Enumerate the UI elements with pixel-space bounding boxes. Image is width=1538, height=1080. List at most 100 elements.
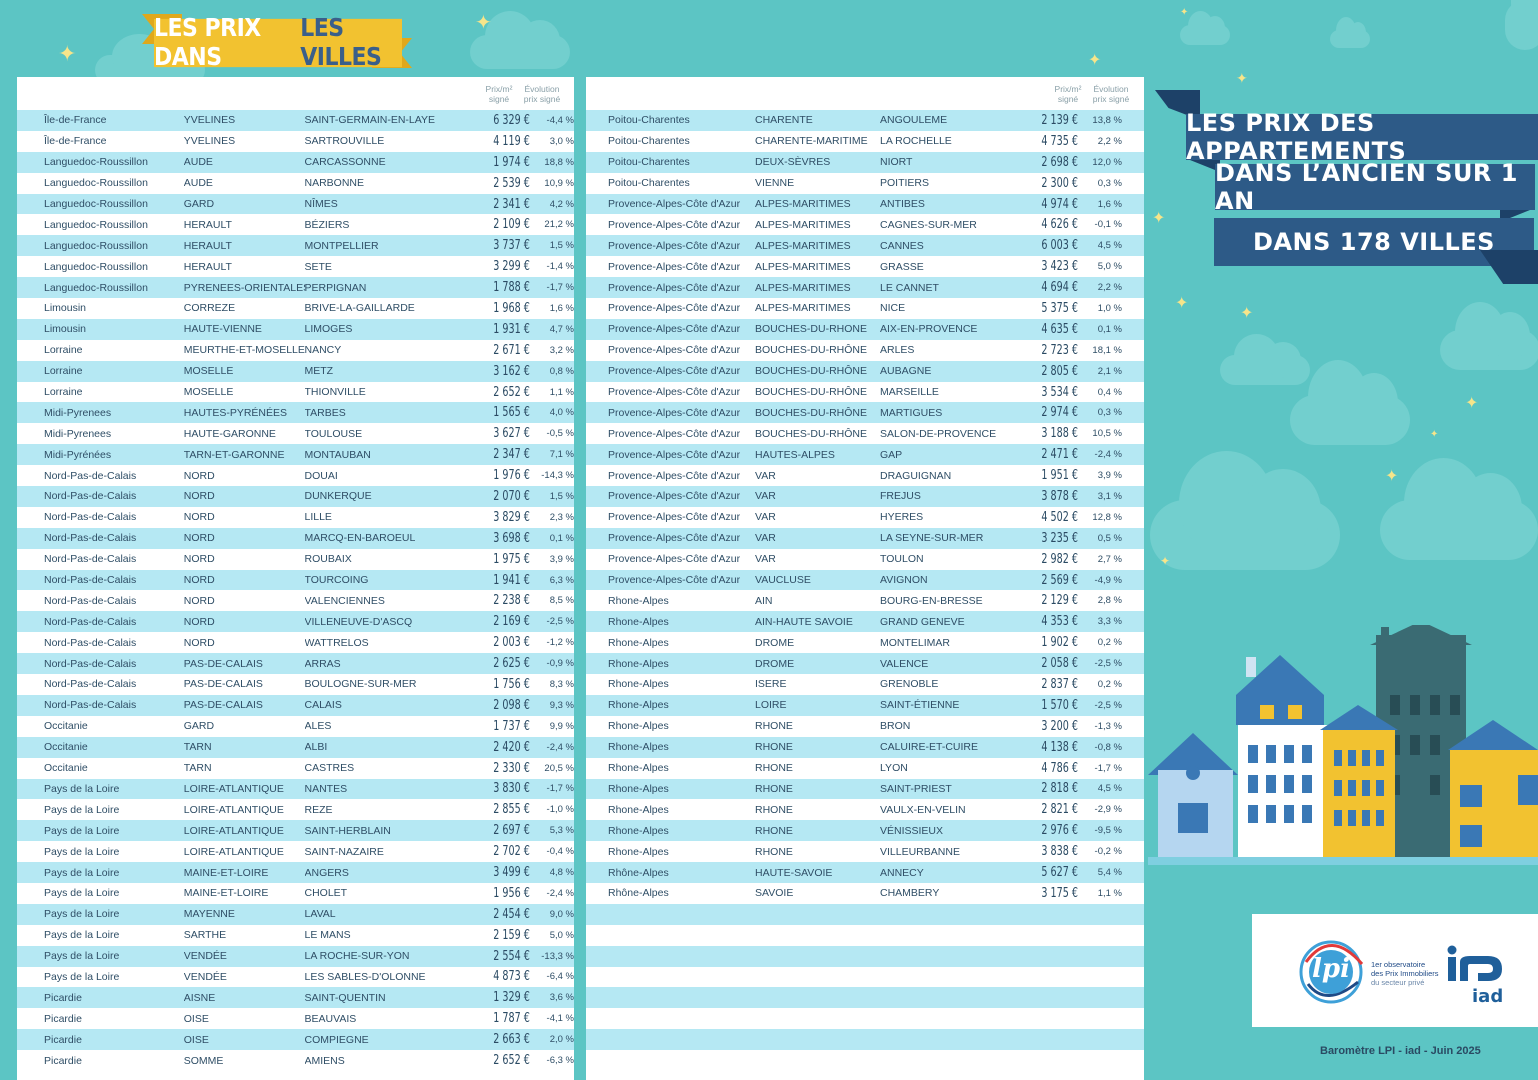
section-banner: LES PRIX DANS LES VILLES [142,8,412,72]
price-cell: 3 175 € [1041,885,1078,901]
evolution-cell: 9,0 % [549,908,574,920]
department-cell: DROME [755,636,795,649]
department-cell: HAUTE-SAVOIE [755,866,833,879]
department-cell: YVELINES [183,135,236,148]
price-cell: 2 238 € [493,593,531,609]
table-row: Provence-Alpes-Côte d'Azur ALPES-MARITIME… [586,277,1144,299]
department-cell: AISNE [183,991,216,1004]
region-cell: Nord-Pas-de-Calais [44,469,137,482]
department-cell: PAS-DE-CALAIS [183,699,263,712]
region-cell: Provence-Alpes-Côte d'Azur [608,365,741,378]
department-cell: SARTHE [183,929,227,942]
region-cell: Rhone-Alpes [608,594,669,607]
region-cell: Provence-Alpes-Côte d'Azur [608,260,741,273]
evolution-cell: 3,9 % [1097,470,1122,482]
region-cell: Rhone-Alpes [608,699,669,712]
table-row-empty [586,1029,1144,1051]
department-cell: MAINE-ET-LOIRE [183,866,269,879]
cloud [1380,458,1538,560]
region-cell: Nord-Pas-de-Calais [44,574,137,587]
city-cell: SARTROUVILLE [304,135,385,148]
department-cell: VIENNE [755,177,795,190]
region-cell: Rhone-Alpes [608,636,669,649]
price-cell: 2 805 € [1041,363,1078,379]
city-cell: ARRAS [304,657,341,670]
evolution-cell: 2,2 % [1097,135,1122,147]
price-cell: 1 565 € [493,405,531,421]
table-row-empty [586,966,1144,988]
department-cell: ALPES-MARITIMES [755,302,851,315]
city-cell: SAINT-QUENTIN [304,991,386,1004]
city-cell: METZ [304,365,334,378]
price-cell: 2 652 € [493,1053,531,1069]
region-cell: Pays de la Loire [44,950,120,963]
lpi-logo-mark: lpi [1312,954,1350,984]
table-row: Rhône-Alpes SAVOIE CHAMBERY 3 175 € 1,1 % [586,882,1144,904]
price-cell: 2 129 € [1041,593,1078,609]
evolution-cell: -6,3 % [546,1055,574,1067]
evolution-cell: 1,6 % [549,302,574,314]
department-cell: HAUTE-VIENNE [183,323,262,336]
city-cell: VÉNISSIEUX [880,824,944,837]
evolution-cell: 3,2 % [549,344,574,356]
region-cell: Provence-Alpes-Côte d'Azur [608,574,741,587]
price-cell: 2 454 € [493,906,531,922]
department-cell: RHONE [755,720,793,733]
evolution-cell: -0,5 % [546,428,574,440]
evolution-cell: 1,0 % [1097,302,1122,314]
region-cell: Provence-Alpes-Côte d'Azur [608,218,741,231]
evolution-cell: 0,3 % [1097,407,1122,419]
department-cell: NORD [183,511,215,524]
evolution-cell: 1,5 % [549,490,574,502]
table-row: Rhone-Alpes ISERE GRENOBLE 2 837 € 0,2 % [586,674,1144,695]
table-row: Pays de la Loire VENDÉE LES SABLES-D'OLONN… [17,966,574,988]
table-row: Nord-Pas-de-Calais NORD VALENCIENNES 2 238 … [17,590,574,612]
department-cell: AIN [755,594,773,607]
price-cell: 4 502 € [1041,509,1078,525]
table-row: Provence-Alpes-Côte d'Azur VAUCLUSE AVIGNO… [586,569,1144,591]
city-cell: AMIENS [304,1054,345,1067]
region-cell: Provence-Alpes-Côte d'Azur [608,386,741,399]
city-cell: PERPIGNAN [304,281,367,294]
table-row: Pays de la Loire LOIRE-ATLANTIQUE SAINT-HE… [17,820,574,842]
department-cell: NORD [183,574,215,587]
city-cell: CASTRES [304,762,355,775]
price-cell: 1 951 € [1041,468,1078,484]
department-cell: OISE [183,1012,209,1025]
star-icon: ✦ [1152,208,1166,227]
department-cell: VAR [755,532,776,545]
evolution-cell: -6,4 % [546,971,574,983]
table-row: Rhone-Alpes RHONE VAULX-EN-VELIN 2 821 € -2,… [586,799,1144,821]
city-cell: THIONVILLE [304,386,366,399]
table-row: Rhone-Alpes AIN-HAUTE SAVOIE GRAND GENEVE 4… [586,611,1144,633]
star-icon: ✦ [1465,393,1479,412]
region-cell: Picardie [44,1033,82,1046]
star-icon: ✦ [1160,554,1171,568]
evolution-cell: 6,3 % [549,574,574,586]
table-row: Languedoc-Roussillon HERAULT MONTPELLIER 3 … [17,235,574,257]
table-row: Pays de la Loire MAINE-ET-LOIRE CHOLET 1 95… [17,882,574,904]
table-row: Nord-Pas-de-Calais NORD LILLE 3 829 € 2,3 % [17,506,574,528]
table-row: Rhône-Alpes HAUTE-SAVOIE ANNECY 5 627 € 5,4 … [586,862,1144,883]
department-cell: PYRENEES-ORIENTALES [183,281,305,294]
region-cell: Provence-Alpes-Côte d'Azur [608,511,741,524]
price-table-right: Prix/m² signé Évolution prix signé Poito… [586,77,1144,1080]
houses-illustration [1148,625,1538,865]
price-cell: 4 735 € [1041,133,1078,149]
star-icon: ✦ [1385,466,1399,485]
iad-logo-text: iad [1472,986,1504,1007]
department-cell: RHONE [755,782,793,795]
city-cell: HYERES [880,511,924,524]
table-row: Rhone-Alpes LOIRE SAINT-ÉTIENNE 1 570 € -2,5… [586,694,1144,716]
city-cell: ROUBAIX [304,553,352,566]
price-cell: 3 838 € [1041,844,1078,860]
column-header-price: Prix/m² signé [1054,84,1082,104]
price-cell: 2 982 € [1041,551,1078,567]
evolution-cell: 3,0 % [549,135,574,147]
price-cell: 2 723 € [1041,342,1078,358]
city-cell: DOUAI [304,469,338,482]
table-row: Languedoc-Roussillon GARD NÎMES 2 341 € 4,2 … [17,193,574,215]
department-cell: ALPES-MARITIMES [755,239,851,252]
table-row: Provence-Alpes-Côte d'Azur BOUCHES-DU-RHÔ… [586,360,1144,382]
evolution-cell: 4,2 % [549,198,574,210]
